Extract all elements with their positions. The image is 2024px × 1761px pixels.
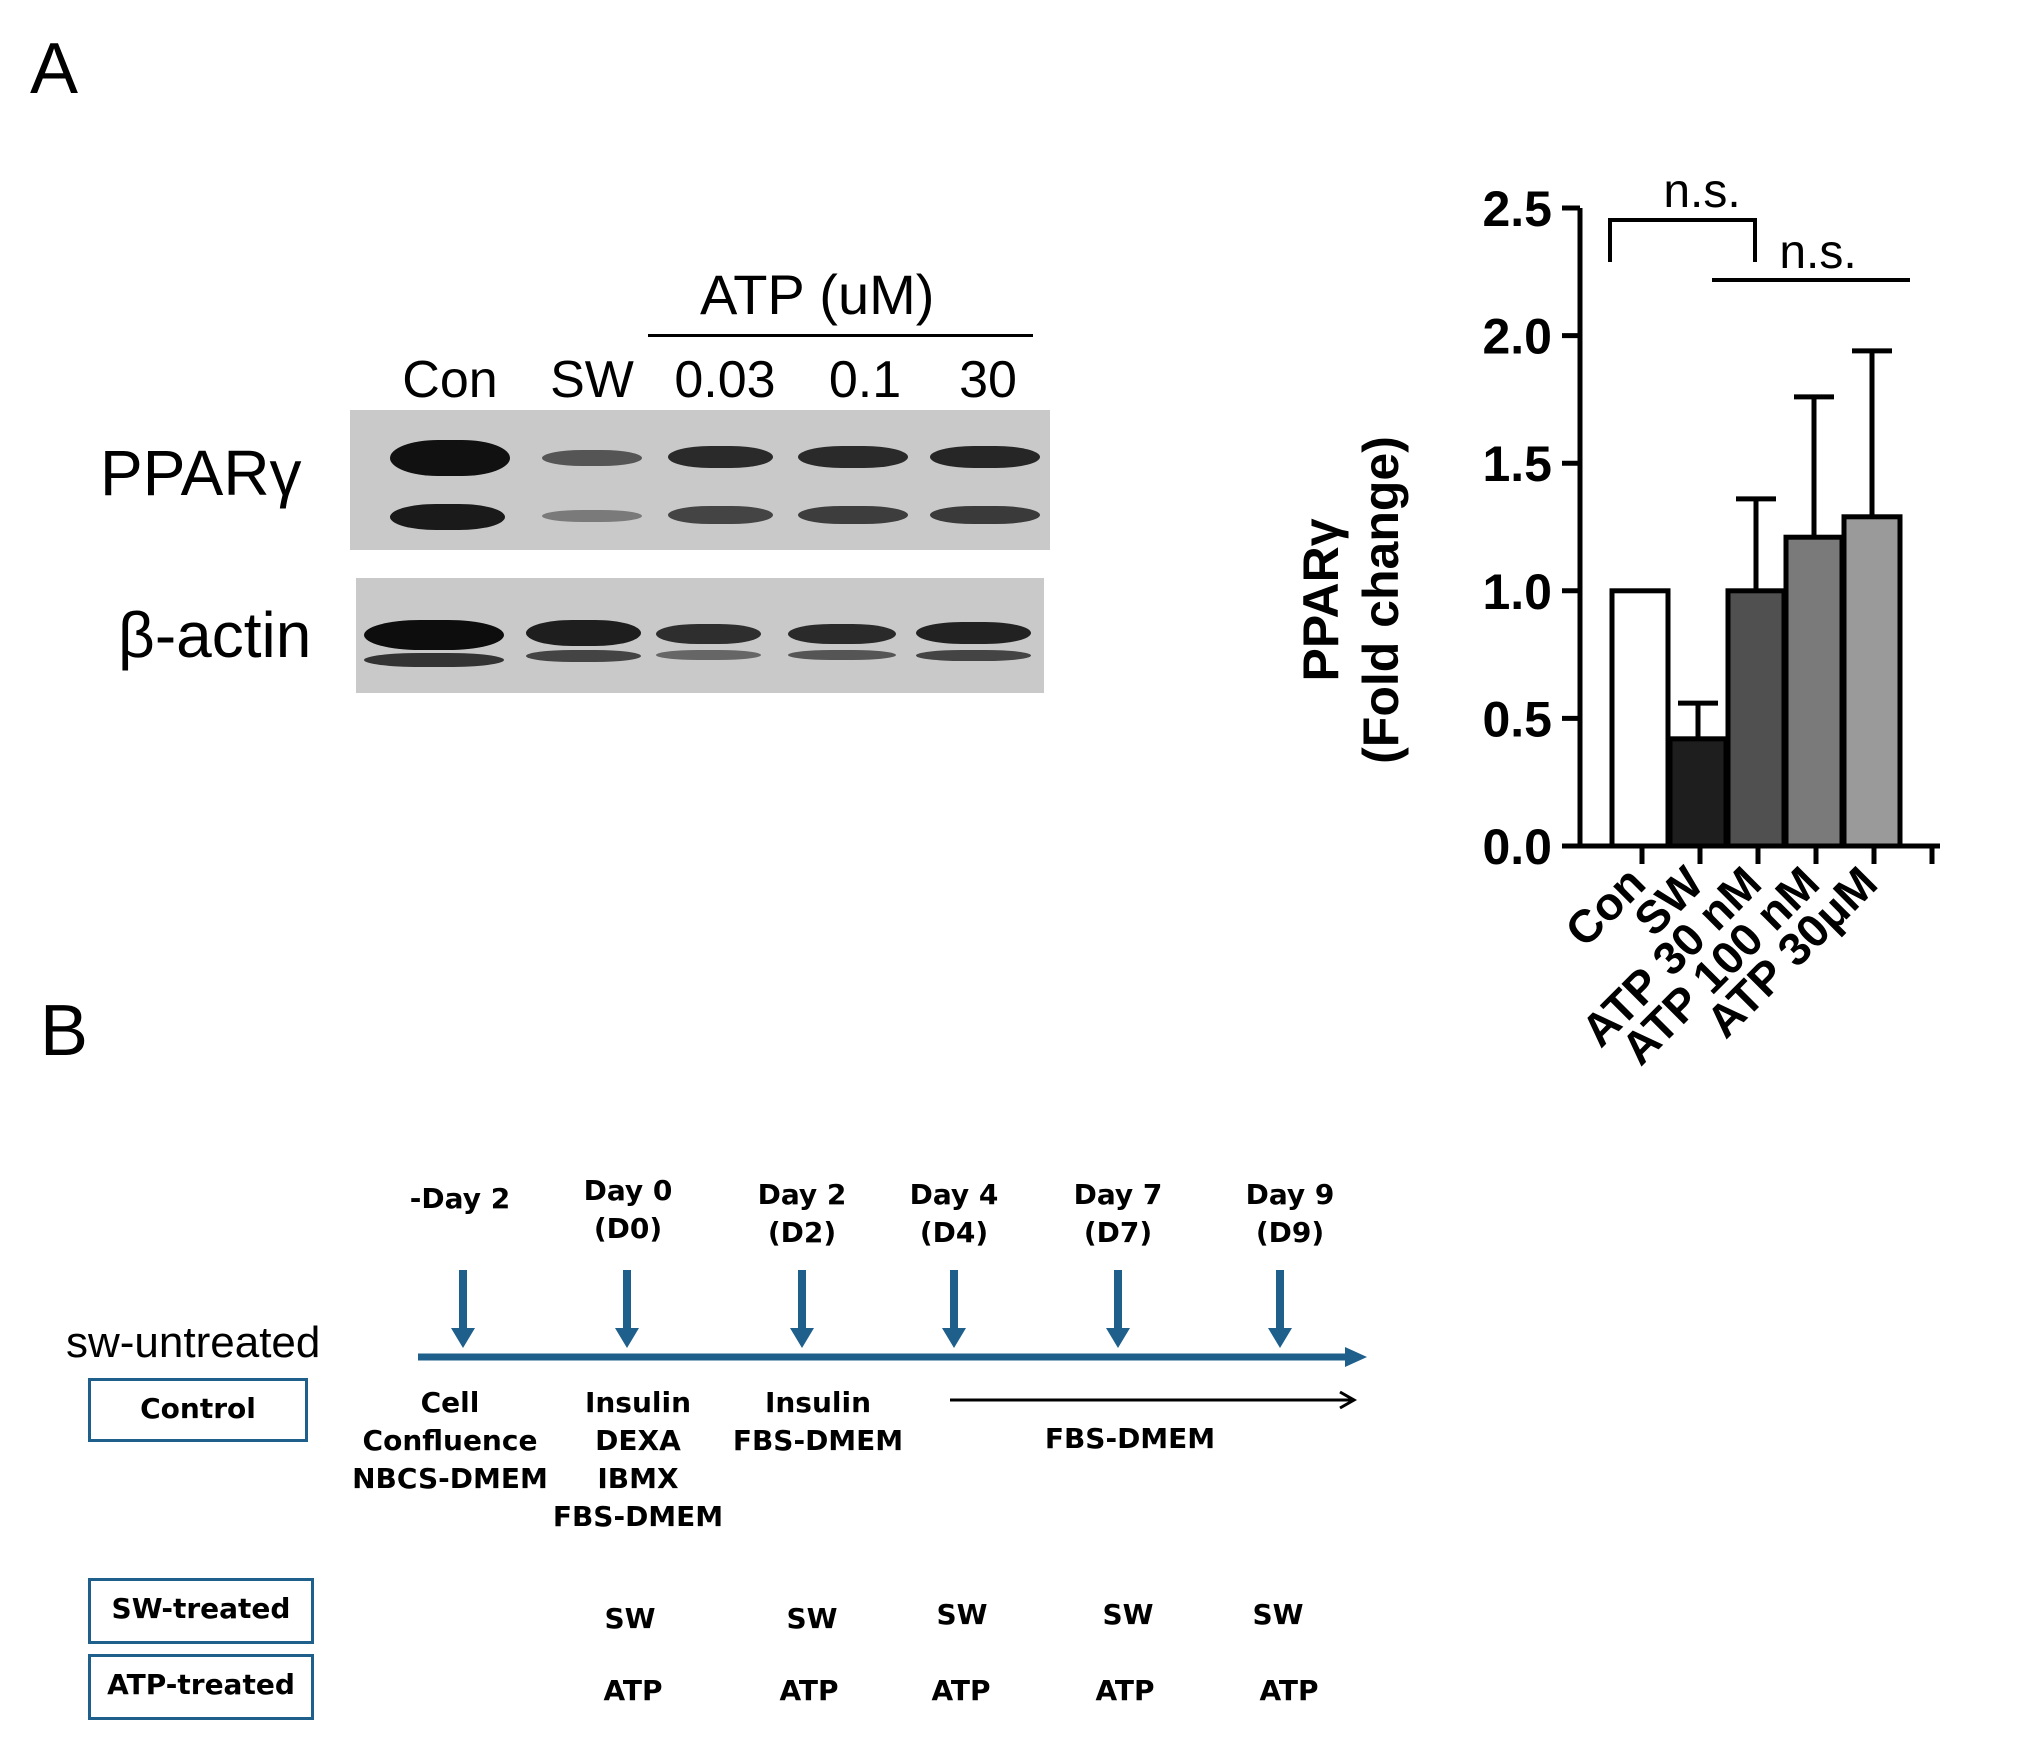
timepoint-label: Day 7 (D7) — [1073, 1178, 1163, 1249]
panel-letter-a: A — [30, 29, 79, 109]
sw-mark: SW — [786, 1602, 838, 1635]
y-tick-label: 2.0 — [1482, 309, 1552, 365]
timepoint-label: Day 0 (D0) — [583, 1174, 673, 1245]
atp-mark: ATP — [931, 1674, 991, 1707]
atp-mark: ATP — [1095, 1674, 1155, 1707]
sw-mark: SW — [1252, 1598, 1304, 1631]
significance-bracket-1 — [1608, 218, 1757, 262]
lane-label: 0.03 — [674, 351, 776, 409]
y-tick-label: 1.5 — [1482, 436, 1552, 492]
sw-treated-box: SW-treated — [88, 1578, 314, 1644]
bar-chart: PPARγ (Fold change) 0.00.51.01.52.02.5Co… — [1293, 165, 1940, 1074]
atp-mark: ATP — [1259, 1674, 1319, 1707]
blot-row-label-actin: β-actin — [118, 599, 312, 671]
y-tick-label: 0.5 — [1482, 691, 1552, 747]
media-text: Insulin FBS-DMEM — [732, 1386, 904, 1457]
y-axis-title-line2: (Fold change) — [1353, 436, 1409, 764]
bar — [1783, 534, 1845, 849]
group-label: sw-untreated — [66, 1318, 321, 1367]
media-text: Insulin DEXA IBMX FBS-DMEM — [552, 1386, 724, 1533]
control-box: Control — [88, 1378, 308, 1442]
bar — [1609, 588, 1671, 849]
lane-label: 0.1 — [828, 351, 902, 409]
y-tick-label: 2.5 — [1482, 181, 1552, 237]
y-tick-label: 0.0 — [1482, 819, 1552, 875]
atp-treated-box: ATP-treated — [88, 1654, 314, 1720]
y-tick-label: 1.0 — [1482, 564, 1552, 620]
timeline-arrows — [418, 1270, 1367, 1410]
sw-mark: SW — [604, 1602, 656, 1635]
atp-mark: ATP — [779, 1674, 839, 1707]
bar — [1725, 588, 1787, 849]
timepoint-label: -Day 2 — [409, 1182, 511, 1215]
sw-mark: SW — [1102, 1598, 1154, 1631]
media-text: FBS-DMEM — [1044, 1422, 1216, 1455]
media-text: Cell Confluence NBCS-DMEM — [352, 1386, 548, 1495]
significance-label-1: n.s. — [1663, 165, 1740, 218]
bar — [1667, 736, 1729, 849]
panel-letter-b: B — [40, 991, 89, 1071]
bar — [1841, 514, 1903, 849]
blot-row-label-ppar: PPARγ — [100, 437, 302, 509]
significance-label-2: n.s. — [1779, 226, 1856, 279]
y-axis-title-line1: PPARγ — [1293, 518, 1349, 681]
lane-label: SW — [550, 351, 634, 409]
lane-label: 30 — [959, 351, 1017, 409]
ppar-blot-image — [350, 410, 1050, 550]
timepoint-label: Day 2 (D2) — [757, 1178, 847, 1249]
atp-header: ATP (uM) — [700, 263, 935, 326]
lane-label: Con — [402, 351, 498, 409]
sw-mark: SW — [936, 1598, 988, 1631]
actin-blot-image — [356, 578, 1044, 693]
atp-mark: ATP — [603, 1674, 663, 1707]
timepoint-label: Day 4 (D4) — [909, 1178, 999, 1249]
atp-header-line — [648, 334, 1033, 337]
timepoint-label: Day 9 (D9) — [1245, 1178, 1335, 1249]
